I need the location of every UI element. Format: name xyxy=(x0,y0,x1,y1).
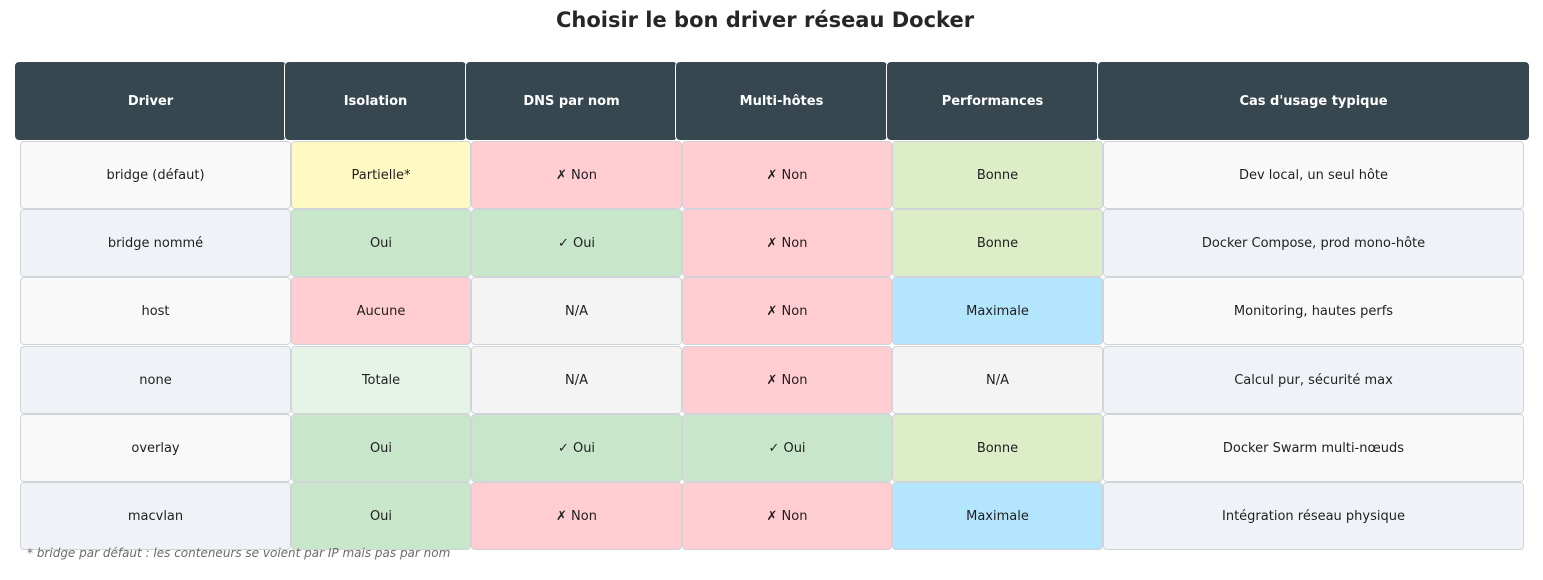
table-cell-r1-multi-hotes: ✗ Non xyxy=(682,141,892,209)
table-cell-r5-driver: overlay xyxy=(20,414,291,482)
table-cell-r2-driver: bridge nommé xyxy=(20,209,291,277)
table-cell-r5-multi-hotes: ✓ Oui xyxy=(682,414,892,482)
table-cell-r4-multi-hotes: ✗ Non xyxy=(682,346,892,414)
table-cell-r5-isolation: Oui xyxy=(291,414,471,482)
column-header-isolation: Isolation xyxy=(284,61,467,141)
column-header-cas-d-usage-typique: Cas d'usage typique xyxy=(1097,61,1530,141)
table-cell-r6-multi-hotes: ✗ Non xyxy=(682,482,892,550)
column-header-performances: Performances xyxy=(886,61,1099,141)
table-cell-r2-dns-par-nom: ✓ Oui xyxy=(471,209,682,277)
table-cell-r3-isolation: Aucune xyxy=(291,277,471,345)
table-cell-r3-performances: Maximale xyxy=(892,277,1103,345)
table-cell-r5-cas-d-usage-typique: Docker Swarm multi-nœuds xyxy=(1103,414,1524,482)
table-cell-r4-dns-par-nom: N/A xyxy=(471,346,682,414)
table-cell-r4-performances: N/A xyxy=(892,346,1103,414)
table-cell-r5-performances: Bonne xyxy=(892,414,1103,482)
table-cell-r4-driver: none xyxy=(20,346,291,414)
table-cell-r6-performances: Maximale xyxy=(892,482,1103,550)
table-cell-r1-performances: Bonne xyxy=(892,141,1103,209)
table-cell-r6-isolation: Oui xyxy=(291,482,471,550)
table-cell-r2-performances: Bonne xyxy=(892,209,1103,277)
chart-title: Choisir le bon driver réseau Docker xyxy=(555,8,975,32)
table-cell-r2-isolation: Oui xyxy=(291,209,471,277)
table-cell-r6-cas-d-usage-typique: Intégration réseau physique xyxy=(1103,482,1524,550)
table-cell-r2-multi-hotes: ✗ Non xyxy=(682,209,892,277)
column-header-dns-par-nom: DNS par nom xyxy=(465,61,678,141)
table-cell-r3-driver: host xyxy=(20,277,291,345)
table-cell-r3-cas-d-usage-typique: Monitoring, hautes perfs xyxy=(1103,277,1524,345)
table-cell-r4-isolation: Totale xyxy=(291,346,471,414)
footnote: * bridge par défaut : les conteneurs se … xyxy=(27,546,451,560)
column-header-multi-hotes: Multi-hôtes xyxy=(675,61,888,141)
table-cell-r4-cas-d-usage-typique: Calcul pur, sécurité max xyxy=(1103,346,1524,414)
table-cell-r1-isolation: Partielle* xyxy=(291,141,471,209)
table-cell-r3-dns-par-nom: N/A xyxy=(471,277,682,345)
table-cell-r6-driver: macvlan xyxy=(20,482,291,550)
table-cell-r1-cas-d-usage-typique: Dev local, un seul hôte xyxy=(1103,141,1524,209)
table-cell-r5-dns-par-nom: ✓ Oui xyxy=(471,414,682,482)
table-cell-r1-driver: bridge (défaut) xyxy=(20,141,291,209)
table-cell-r3-multi-hotes: ✗ Non xyxy=(682,277,892,345)
table-cell-r2-cas-d-usage-typique: Docker Compose, prod mono-hôte xyxy=(1103,209,1524,277)
table-cell-r1-dns-par-nom: ✗ Non xyxy=(471,141,682,209)
column-header-driver: Driver xyxy=(14,61,287,141)
table-cell-r6-dns-par-nom: ✗ Non xyxy=(471,482,682,550)
